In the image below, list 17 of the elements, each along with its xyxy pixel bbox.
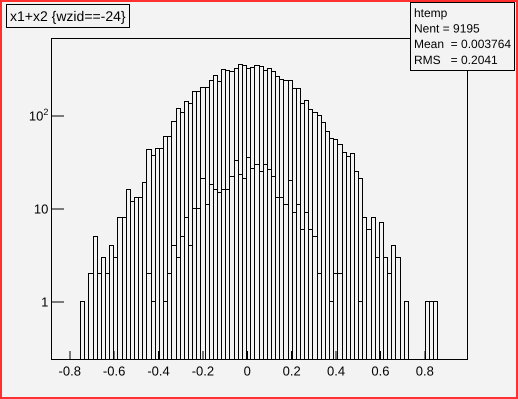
text: Nent = 9195 <box>414 22 480 36</box>
annotation: Mean = 0.003764 <box>414 37 512 52</box>
x-tick-label: 0.6 <box>371 364 390 379</box>
y-tick-label: 10$^{2}$ <box>28 107 48 124</box>
x-tick-label: 0 <box>244 364 251 379</box>
y-tick-label: 10 <box>34 202 48 217</box>
text: htemp <box>414 6 448 20</box>
annotation: RMS = 0.2041 <box>414 52 498 67</box>
x-tick-label: -0.2 <box>192 364 214 379</box>
x-tick-label: 0.4 <box>327 364 346 379</box>
chart-title: x1+x2 {wzid==-24} <box>10 8 126 24</box>
y-tick-label: 1 <box>41 294 48 310</box>
x-tick-label: 0.8 <box>416 364 434 379</box>
x-tick-label: -0.8 <box>58 364 81 379</box>
x-tick-label: -0.4 <box>147 364 170 379</box>
x-tick-label: -0.6 <box>102 364 126 379</box>
x-tick-label: 0.2 <box>282 364 301 379</box>
